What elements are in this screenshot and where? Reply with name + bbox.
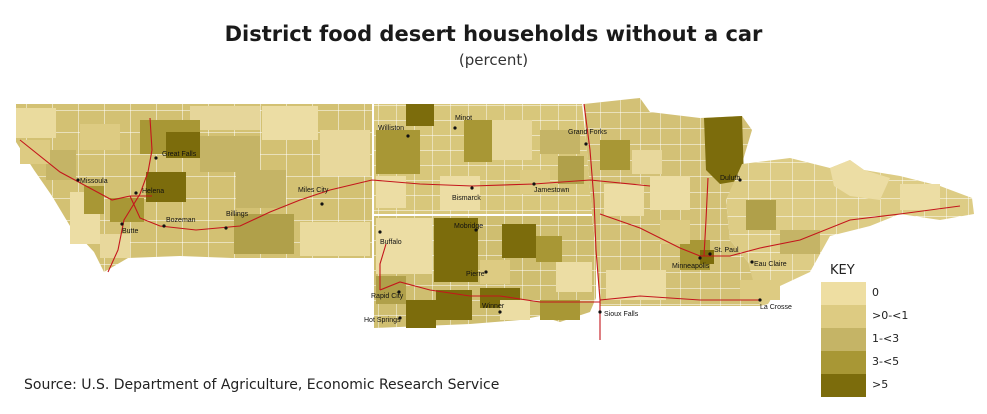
city-label: Pierre bbox=[466, 271, 485, 278]
key-label: >5 bbox=[872, 378, 889, 391]
city-dot bbox=[474, 228, 478, 232]
city-dot bbox=[532, 182, 536, 186]
city-label: Grand Forks bbox=[568, 129, 607, 136]
city-dot bbox=[584, 142, 588, 146]
city-marker-la-crosse: La Crosse bbox=[758, 298, 792, 311]
key-label: 3-<5 bbox=[872, 355, 900, 368]
city-dot bbox=[498, 310, 502, 314]
city-label: Bozeman bbox=[166, 217, 196, 224]
key-swatch bbox=[821, 328, 866, 351]
highways bbox=[19, 103, 961, 340]
city-label: Jamestown bbox=[534, 187, 570, 194]
map-title: District food desert households without … bbox=[224, 22, 763, 46]
region-montana bbox=[16, 104, 372, 272]
city-marker-grand-forks: Grand Forks bbox=[568, 129, 607, 146]
city-dot bbox=[320, 202, 324, 206]
city-label: Duluth bbox=[720, 175, 740, 182]
city-marker-missoula: Missoula bbox=[76, 178, 108, 185]
city-dot bbox=[134, 191, 138, 195]
source-note: Source: U.S. Department of Agriculture, … bbox=[24, 377, 500, 393]
city-dot bbox=[378, 230, 382, 234]
city-label: Miles City bbox=[298, 187, 329, 194]
city-label: Bismarck bbox=[452, 195, 481, 202]
map-subtitle: (percent) bbox=[458, 51, 529, 69]
city-label: Winner bbox=[482, 303, 505, 310]
city-label: Billings bbox=[226, 211, 249, 218]
city-marker-williston: Williston bbox=[378, 125, 410, 138]
city-label: Williston bbox=[378, 125, 404, 132]
city-marker-billings: Billings bbox=[224, 211, 249, 230]
city-marker-bozeman: Bozeman bbox=[162, 217, 196, 228]
city-label: Minot bbox=[455, 115, 472, 122]
key-swatch bbox=[821, 374, 866, 397]
city-marker-minneapolis: Minneapolis bbox=[672, 256, 710, 270]
city-marker-buffalo: Buffalo bbox=[378, 230, 402, 246]
city-dot bbox=[120, 222, 124, 226]
city-label: Minneapolis bbox=[672, 263, 710, 270]
key-title: KEY bbox=[830, 263, 855, 278]
city-dot bbox=[397, 290, 401, 294]
region-north-dakota bbox=[374, 104, 592, 214]
city-dot bbox=[470, 186, 474, 190]
key-row: >0-<1 bbox=[821, 305, 971, 328]
city-marker-bismarck: Bismarck bbox=[452, 186, 481, 202]
city-marker-st-paul: St. Paul bbox=[708, 247, 739, 256]
city-marker-hot-springs: Hot Springs bbox=[364, 316, 402, 324]
city-dot bbox=[598, 310, 602, 314]
city-marker-miles-city: Miles City bbox=[298, 187, 329, 206]
city-label: Mobridge bbox=[454, 223, 483, 230]
city-dot bbox=[398, 316, 402, 320]
city-dot bbox=[750, 260, 754, 264]
city-dot bbox=[162, 224, 166, 228]
city-dot bbox=[758, 298, 762, 302]
region-minnesota bbox=[584, 98, 762, 306]
city-label: Great Falls bbox=[162, 151, 197, 158]
city-marker-helena: Helena bbox=[134, 188, 164, 195]
city-label: Buffalo bbox=[380, 239, 402, 246]
city-dot bbox=[698, 256, 702, 260]
city-label: Butte bbox=[122, 228, 138, 235]
city-label: Sioux Falls bbox=[604, 311, 639, 318]
key-row: 0 bbox=[821, 282, 971, 305]
city-dot bbox=[708, 252, 712, 256]
city-label: Missoula bbox=[80, 178, 108, 185]
city-dot bbox=[76, 178, 80, 182]
key-row: >5 bbox=[821, 374, 971, 397]
city-dot bbox=[224, 226, 228, 230]
city-dot bbox=[738, 178, 742, 182]
city-marker-jamestown: Jamestown bbox=[532, 182, 570, 194]
city-marker-pierre: Pierre bbox=[466, 270, 488, 278]
city-label: Eau Claire bbox=[754, 261, 787, 268]
city-label: Helena bbox=[142, 188, 164, 195]
key-swatch bbox=[821, 305, 866, 328]
key-row: 1-<3 bbox=[821, 328, 971, 351]
key-swatch bbox=[821, 351, 866, 374]
key-label: 0 bbox=[872, 286, 879, 299]
city-label: La Crosse bbox=[760, 304, 792, 311]
city-marker-duluth: Duluth bbox=[720, 175, 742, 182]
city-marker-rapid-city: Rapid City bbox=[371, 290, 404, 300]
city-dot bbox=[484, 270, 488, 274]
city-marker-minot: Minot bbox=[453, 115, 472, 130]
city-marker-sioux-falls: Sioux Falls bbox=[598, 310, 639, 318]
region-wisconsin-michigan bbox=[726, 158, 974, 306]
city-marker-eau-claire: Eau Claire bbox=[750, 260, 787, 268]
city-marker-butte: Butte bbox=[120, 222, 138, 235]
key-label: 1-<3 bbox=[872, 332, 900, 345]
city-label: Rapid City bbox=[371, 293, 404, 300]
key-swatch bbox=[821, 282, 866, 305]
city-marker-mobridge: Mobridge bbox=[454, 223, 483, 232]
city-label: Hot Springs bbox=[364, 317, 401, 324]
key-label: >0-<1 bbox=[872, 309, 909, 322]
key-row: 3-<5 bbox=[821, 351, 971, 374]
city-label: St. Paul bbox=[714, 247, 739, 254]
city-dot bbox=[453, 126, 457, 130]
city-dot bbox=[154, 156, 158, 160]
city-marker-great-falls: Great Falls bbox=[154, 151, 197, 160]
city-markers: Great Falls Missoula Helena Butte Bozeman Bil… bbox=[76, 115, 792, 324]
city-marker-winner: Winner bbox=[482, 303, 505, 314]
city-dot bbox=[406, 134, 410, 138]
